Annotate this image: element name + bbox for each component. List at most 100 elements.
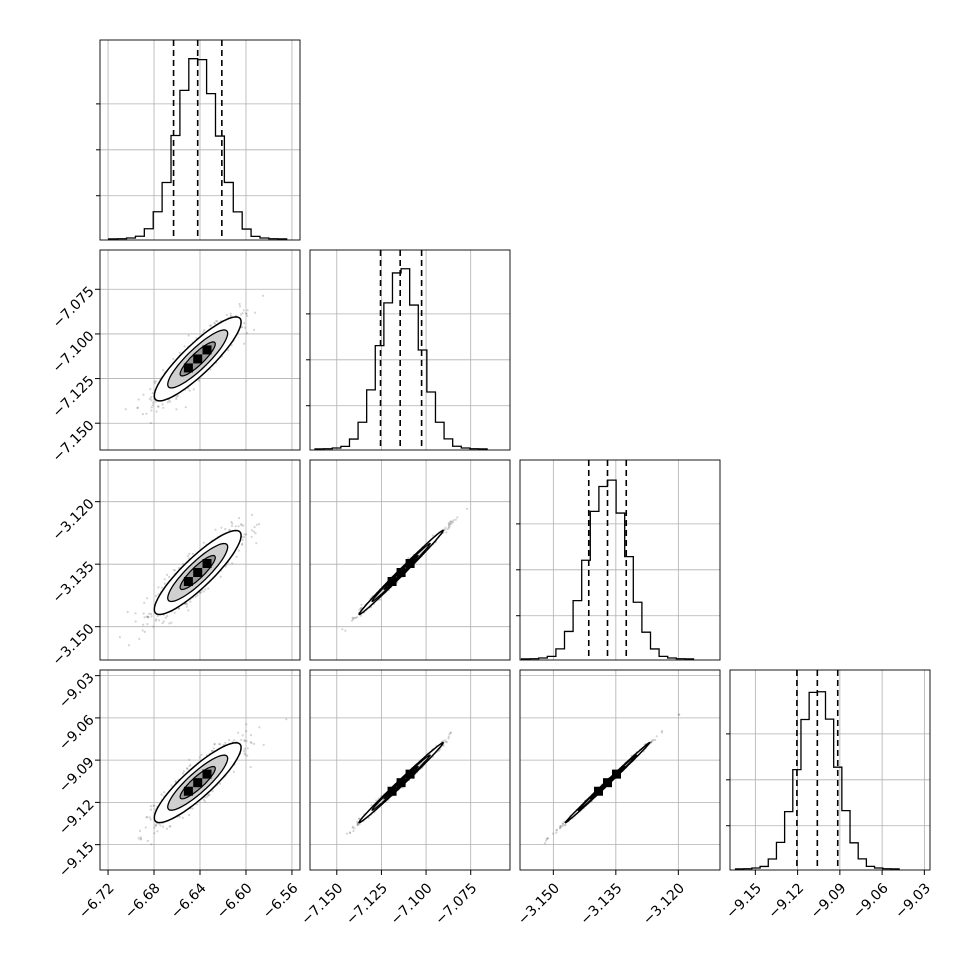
scatter-point [231, 522, 234, 525]
scatter-point [220, 526, 223, 529]
scatter-point [241, 538, 244, 542]
scatter-point [252, 328, 256, 331]
scatter-point [155, 822, 158, 825]
scatter-point [241, 734, 244, 737]
scatter-panel-2-4: −7.150−7.125−7.100−7.075 [298, 669, 511, 928]
contour-core [183, 345, 212, 373]
scatter-point [141, 413, 144, 416]
scatter-point [242, 524, 245, 527]
scatter-point [213, 742, 216, 746]
scatter-point [186, 767, 189, 770]
scatter-point [447, 735, 450, 738]
y-tick-label: −9.03 [56, 670, 98, 712]
scatter-point [466, 507, 469, 510]
core-cell [396, 778, 406, 788]
scatter-point [172, 569, 175, 572]
scatter-point [214, 528, 217, 531]
x-tick-label: −9.03 [892, 880, 934, 922]
scatter-point [555, 828, 559, 832]
scatter-point [161, 403, 164, 406]
core-cell [193, 778, 203, 788]
scatter-point [224, 565, 227, 568]
scatter-point [203, 329, 206, 332]
scatter-point [185, 605, 188, 608]
scatter-point [449, 523, 452, 526]
core-cell [183, 786, 193, 796]
histogram-panel-3 [516, 459, 721, 661]
scatter-point [152, 804, 155, 807]
core-cell [202, 559, 212, 568]
scatter-point [246, 309, 249, 312]
scatter-point [447, 521, 450, 525]
core-cell [183, 577, 193, 586]
scatter-point [149, 808, 153, 811]
scatter-point [351, 616, 354, 619]
scatter-point [163, 791, 166, 794]
scatter-point [146, 815, 149, 819]
scatter-point [661, 729, 664, 733]
scatter-point [255, 523, 258, 526]
scatter-point [155, 618, 158, 621]
scatter-point [149, 421, 152, 425]
axes-frame [519, 459, 721, 661]
scatter-point [245, 312, 248, 315]
scatter-point [150, 409, 153, 412]
scatter-point [341, 628, 344, 631]
scatter-point [246, 754, 249, 757]
scatter-point [245, 740, 248, 743]
scatter-point [351, 826, 354, 829]
scatter-point [249, 740, 252, 744]
scatter-point [261, 294, 265, 297]
scatter-point [169, 400, 172, 403]
histogram-panel-4: −9.15 −9.12 −9.09 −9.06 −9.03 [723, 669, 934, 922]
scatter-point [138, 637, 141, 641]
panel-content [118, 513, 261, 647]
scatter-point [214, 322, 217, 325]
scatter-point [243, 747, 246, 751]
scatter-point [159, 824, 162, 827]
scatter-point [345, 832, 349, 835]
scatter-point [150, 612, 153, 616]
scatter-point [245, 533, 248, 536]
scatter-point [153, 382, 157, 385]
scatter-point [199, 591, 202, 594]
scatter-point [241, 543, 244, 546]
scatter-point [245, 331, 249, 335]
scatter-point [191, 807, 194, 810]
scatter-point [146, 597, 149, 600]
scatter-point [142, 612, 145, 615]
scatter-point [238, 302, 241, 306]
y-tick-label: −7.075 [50, 284, 98, 332]
scatter-point [249, 766, 252, 769]
scatter-point [175, 395, 178, 399]
scatter-point [353, 616, 356, 619]
y-tick-label: −7.125 [50, 373, 98, 421]
scatter-point [152, 401, 155, 404]
scatter-point [150, 843, 153, 846]
scatter-point [243, 342, 246, 345]
scatter-point [225, 313, 228, 317]
scatter-point [213, 743, 216, 746]
scatter-point [154, 619, 157, 622]
scatter-point [229, 312, 232, 315]
scatter-point [149, 818, 152, 821]
scatter-point [250, 513, 254, 517]
scatter-point [151, 404, 154, 407]
scatter-point [245, 730, 248, 733]
scatter-point [370, 804, 373, 807]
scatter-point [447, 527, 450, 530]
scatter-point [155, 410, 158, 413]
scatter-point [145, 816, 148, 819]
scatter-point [145, 412, 148, 415]
scatter-point [192, 388, 195, 391]
scatter-point [188, 758, 191, 761]
scatter-point [154, 400, 157, 403]
scatter-point [183, 345, 186, 348]
scatter-point [200, 753, 203, 757]
scatter-point [168, 622, 171, 625]
scatter-point [173, 611, 176, 614]
scatter-point [243, 740, 246, 743]
scatter-point [253, 526, 256, 529]
scatter-point [255, 542, 258, 545]
scatter-point [149, 388, 152, 391]
